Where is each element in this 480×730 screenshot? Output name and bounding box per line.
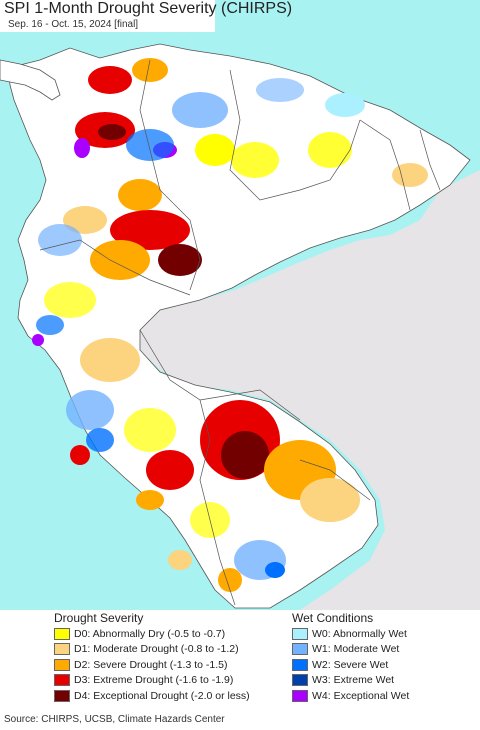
legend-drought: Drought Severity D0: Abnormally Dry (-0.… [54, 610, 250, 704]
title-backdrop [0, 0, 215, 32]
legend: Drought Severity D0: Abnormally Dry (-0.… [0, 610, 480, 710]
map-title: SPI 1-Month Drought Severity (CHIRPS) [4, 0, 293, 17]
legend-item-d2: D2: Severe Drought (-1.3 to -1.5) [54, 657, 250, 673]
legend-wet-heading: Wet Conditions [292, 611, 374, 625]
swatch-w3 [292, 674, 308, 687]
swatch-w4 [292, 689, 308, 702]
legend-label-d1: D1: Moderate Drought (-0.8 to -1.2) [74, 643, 239, 656]
swatch-d3 [54, 674, 70, 687]
swatch-w2 [292, 658, 308, 671]
legend-item-d1: D1: Moderate Drought (-0.8 to -1.2) [54, 642, 250, 658]
swatch-w0 [292, 627, 308, 640]
legend-item-w2: W2: Severe Wet [292, 657, 409, 673]
swatch-d2 [54, 658, 70, 671]
central-america [0, 59, 61, 101]
legend-item-w0: W0: Abnormally Wet [292, 626, 409, 642]
swatch-d4 [54, 689, 70, 702]
no-data-region [140, 170, 480, 610]
legend-label-d2: D2: Severe Drought (-1.3 to -1.5) [74, 658, 228, 671]
legend-label-w1: W1: Moderate Wet [312, 643, 400, 656]
legend-item-d4: D4: Exceptional Drought (-2.0 or less) [54, 688, 250, 704]
swatch-d0 [54, 627, 70, 640]
legend-label-w4: W4: Exceptional Wet [312, 689, 410, 702]
legend-label-w3: W3: Extreme Wet [312, 674, 395, 687]
legend-item-d0: D0: Abnormally Dry (-0.5 to -0.7) [54, 626, 250, 642]
legend-item-w1: W1: Moderate Wet [292, 642, 409, 658]
map-subtitle: Sep. 16 - Oct. 15, 2024 [final] [8, 19, 139, 30]
drought-map [0, 0, 480, 610]
swatch-w1 [292, 643, 308, 656]
legend-label-d4: D4: Exceptional Drought (-2.0 or less) [74, 689, 250, 702]
legend-wet: Wet Conditions W0: Abnormally Wet W1: Mo… [292, 610, 409, 704]
legend-label-d3: D3: Extreme Drought (-1.6 to -1.9) [74, 674, 234, 687]
legend-item-w4: W4: Exceptional Wet [292, 688, 409, 704]
legend-label-w0: W0: Abnormally Wet [312, 627, 407, 640]
country-borders [39, 59, 441, 606]
spi-patches [32, 58, 428, 592]
legend-drought-heading: Drought Severity [54, 611, 144, 625]
legend-item-w3: W3: Extreme Wet [292, 673, 409, 689]
source-credit: Source: CHIRPS, UCSB, Climate Hazards Ce… [4, 714, 225, 725]
legend-item-d3: D3: Extreme Drought (-1.6 to -1.9) [54, 673, 250, 689]
swatch-d1 [54, 643, 70, 656]
legend-label-d0: D0: Abnormally Dry (-0.5 to -0.7) [74, 627, 226, 640]
legend-label-w2: W2: Severe Wet [312, 658, 389, 671]
